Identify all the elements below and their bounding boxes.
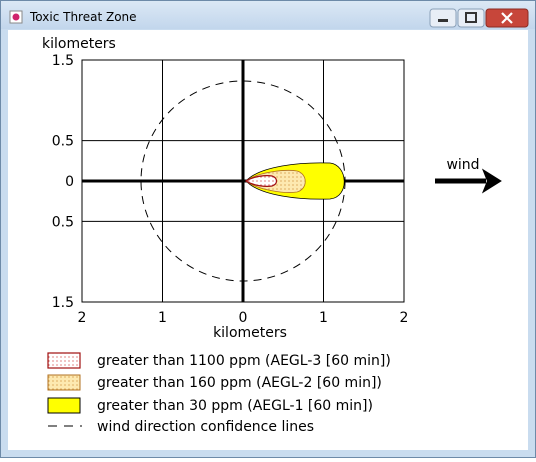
x-axis-label: kilometers bbox=[213, 325, 287, 341]
legend-label: greater than 160 ppm (AEGL-2 [60 min]) bbox=[97, 375, 382, 391]
legend-label: greater than 1100 ppm (AEGL-3 [60 min]) bbox=[97, 353, 391, 369]
y-tick-label: 1.5 bbox=[52, 53, 74, 69]
wind-arrow-head bbox=[481, 168, 502, 194]
client-area bbox=[8, 30, 528, 450]
legend-swatch-aegl2 bbox=[47, 374, 81, 391]
legend-swatch-aegl3 bbox=[47, 352, 81, 369]
y-tick-label: 1.5 bbox=[52, 295, 74, 311]
legend-label: wind direction confidence lines bbox=[97, 419, 314, 435]
y-tick-label: 0.5 bbox=[52, 214, 74, 230]
maximize-icon bbox=[465, 12, 477, 23]
x-tick-label: 1 bbox=[319, 310, 328, 326]
y-axis-label: kilometers bbox=[42, 36, 116, 52]
plot: 1.50.500.51.52 1 0 1 2 bbox=[52, 53, 409, 326]
x-tick-label: 0 bbox=[239, 310, 248, 326]
x-tick-label: 2 bbox=[78, 310, 87, 326]
window-title: Toxic Threat Zone bbox=[29, 10, 137, 24]
x-tick-label: 1 bbox=[158, 310, 167, 326]
legend-swatch-aegl1 bbox=[47, 397, 81, 414]
x-tick-label: 2 bbox=[400, 310, 409, 326]
legend-label: greater than 30 ppm (AEGL-1 [60 min]) bbox=[97, 398, 373, 414]
y-tick-label: 0 bbox=[65, 174, 74, 190]
zone-aegl3 bbox=[244, 175, 278, 187]
wind-label: wind bbox=[446, 157, 479, 173]
minimize-icon bbox=[438, 19, 448, 22]
confidence-circle bbox=[140, 80, 346, 282]
minimize-button[interactable] bbox=[429, 8, 457, 28]
y-tick-label: 0.5 bbox=[52, 134, 74, 150]
close-icon bbox=[501, 12, 513, 24]
maximize-button[interactable] bbox=[457, 8, 485, 28]
app-icon-dot bbox=[12, 13, 20, 21]
